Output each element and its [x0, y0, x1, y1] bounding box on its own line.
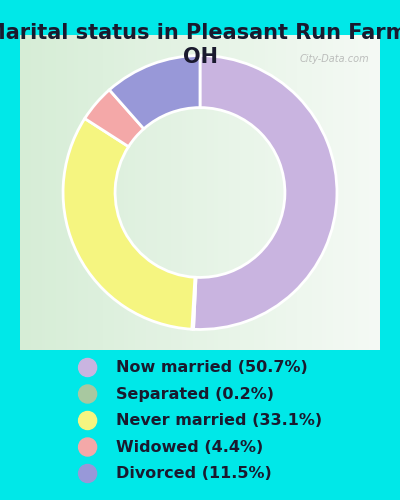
Wedge shape — [85, 90, 144, 146]
Circle shape — [78, 412, 97, 430]
Circle shape — [78, 464, 97, 482]
Circle shape — [78, 358, 97, 376]
Text: Never married (33.1%): Never married (33.1%) — [116, 413, 322, 428]
Wedge shape — [109, 56, 200, 129]
Text: Marital status in Pleasant Run Farm,
OH: Marital status in Pleasant Run Farm, OH — [0, 22, 400, 68]
Circle shape — [78, 438, 97, 456]
Text: Divorced (11.5%): Divorced (11.5%) — [116, 466, 272, 481]
Text: Widowed (4.4%): Widowed (4.4%) — [116, 440, 263, 454]
Wedge shape — [63, 118, 195, 329]
Wedge shape — [192, 278, 196, 330]
Wedge shape — [194, 56, 337, 330]
Text: Separated (0.2%): Separated (0.2%) — [116, 386, 274, 402]
Text: City-Data.com: City-Data.com — [300, 54, 369, 64]
Circle shape — [78, 385, 97, 403]
Text: Now married (50.7%): Now married (50.7%) — [116, 360, 308, 375]
